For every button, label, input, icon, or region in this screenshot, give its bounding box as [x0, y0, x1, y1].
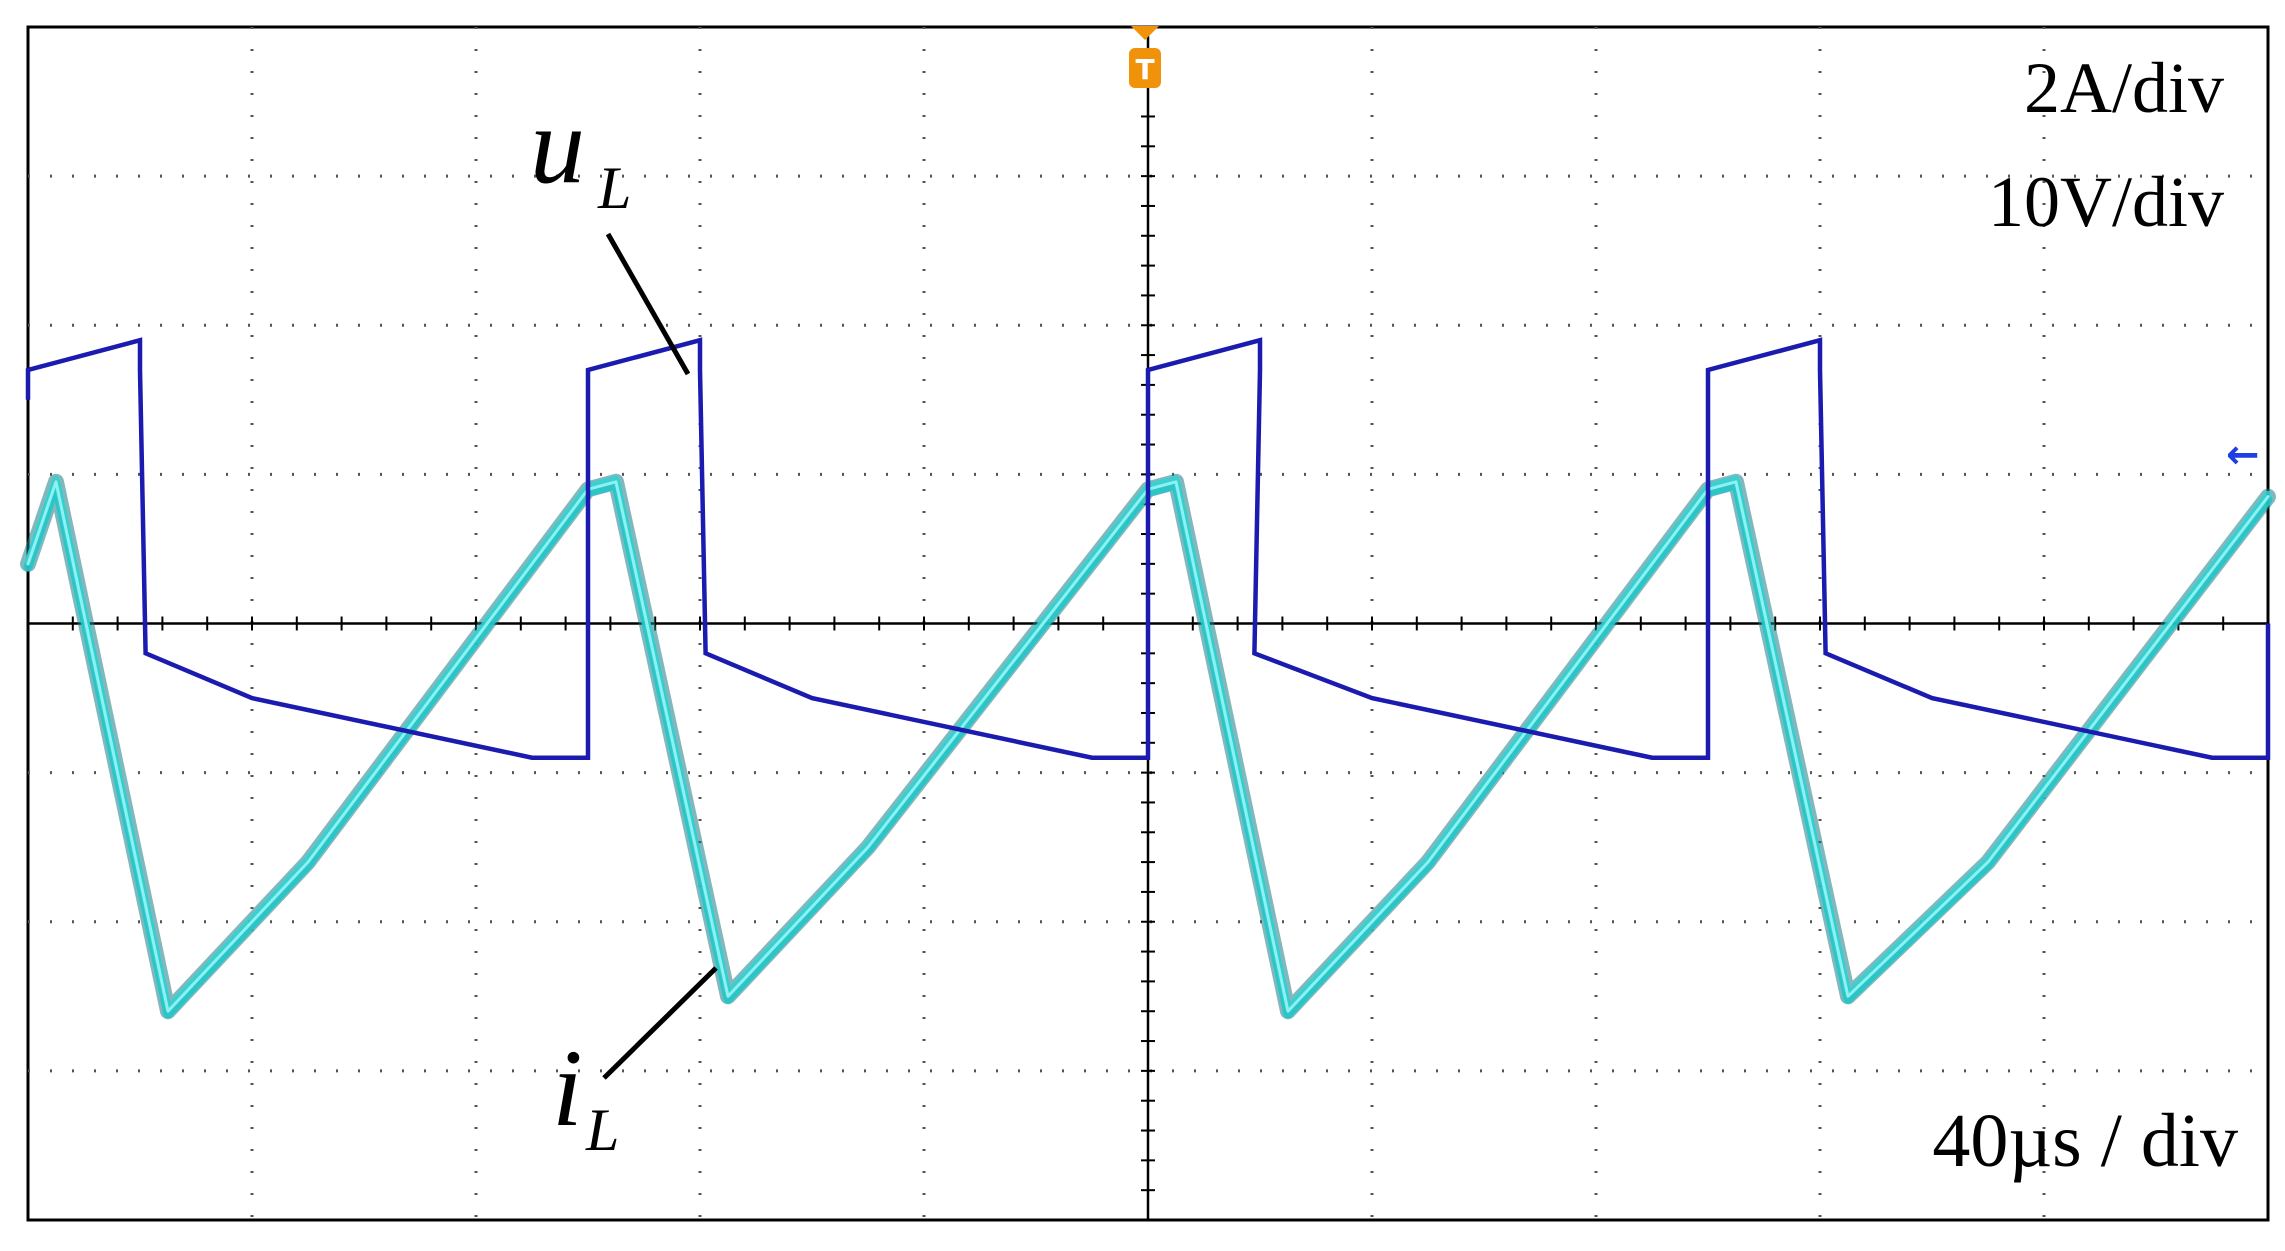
- current-annotation: i L: [552, 966, 718, 1163]
- voltage-trace-subscript: L: [597, 155, 631, 221]
- voltage-trace-label: u: [530, 84, 585, 206]
- voltage-trace-uL: [25, 337, 2271, 760]
- channel-reference-arrow-icon: ←: [2226, 432, 2260, 478]
- trigger-label: T: [1135, 53, 1154, 86]
- current-trace-subscript: L: [585, 1097, 619, 1163]
- traces: [20, 337, 2276, 1020]
- voltage-annotation: u L: [530, 84, 691, 376]
- current-leader-line: [602, 966, 718, 1080]
- trigger-marker-icon: T: [1129, 26, 1161, 88]
- grid: [28, 27, 2268, 1220]
- current-scale-label: 2A/div: [2024, 48, 2224, 128]
- voltage-leader-line: [605, 232, 691, 376]
- current-trace-label: i: [552, 1027, 583, 1149]
- voltage-scale-label: 10V/div: [1988, 162, 2224, 242]
- time-scale-label: 40µs / div: [1932, 1099, 2238, 1183]
